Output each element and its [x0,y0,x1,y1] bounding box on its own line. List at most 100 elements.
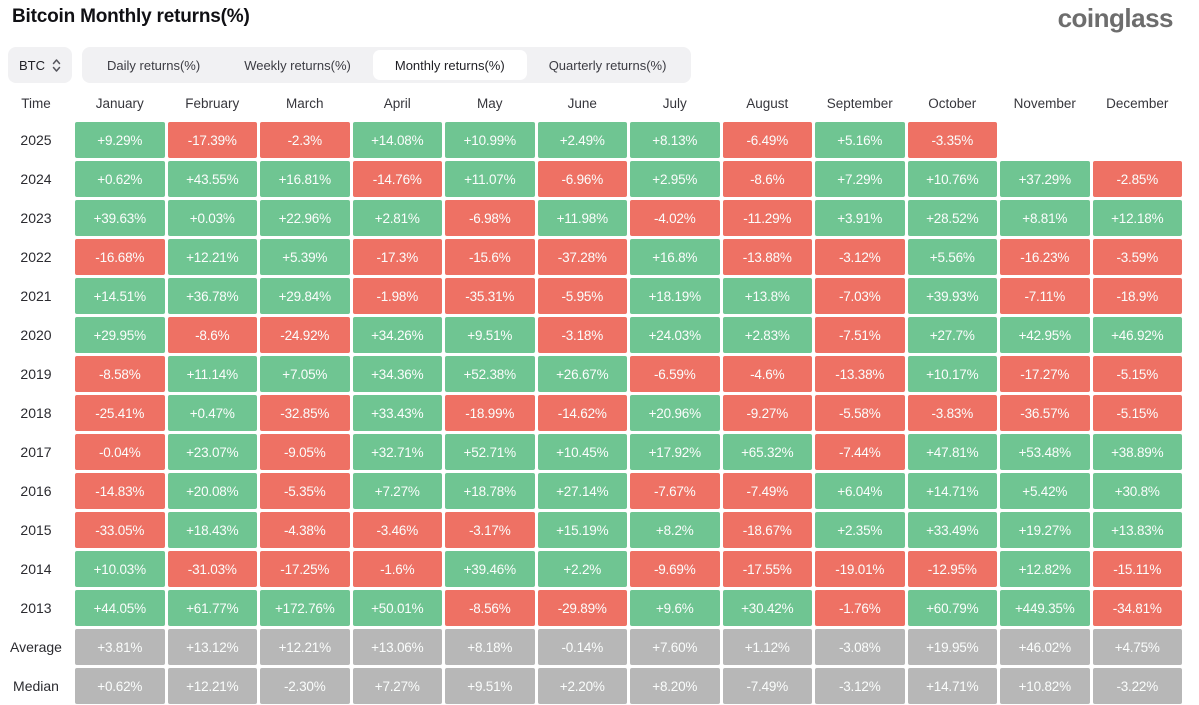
return-cell-2014-june: +2.2% [537,551,627,587]
tab-quarterly-returns[interactable]: Quarterly returns(%) [527,50,689,80]
table-header-row: Time January February March April May Ju… [0,91,1199,117]
column-header-august: August [746,96,789,111]
return-cell-2020-february: -8.6% [167,317,257,353]
return-cell-2014-may: +39.46% [445,551,535,587]
return-cell-2021-may: -35.31% [445,278,535,314]
return-cell-2020-august: +2.83% [722,317,812,353]
coin-selector[interactable]: BTC [8,47,72,83]
row-label-2018: 2018 [20,405,52,421]
return-cell-median-may: +9.51% [445,668,535,704]
return-cell-median-july: +8.20% [630,668,720,704]
return-cell-2024-february: +43.55% [167,161,257,197]
controls-bar: BTC Daily returns(%) Weekly returns(%) M… [8,47,1199,83]
return-cell-median-april: +7.27% [352,668,442,704]
return-cell-2016-september: +6.04% [815,473,905,509]
return-cell-2021-july: +18.19% [630,278,720,314]
tab-monthly-returns[interactable]: Monthly returns(%) [372,50,527,80]
return-cell-2025-march: -2.3% [260,122,350,158]
column-header-october: October [928,96,977,111]
return-cell-2024-january: +0.62% [75,161,165,197]
return-cell-2013-september: -1.76% [815,590,905,626]
return-cell-2022-december: -3.59% [1092,239,1182,275]
return-cell-2022-july: +16.8% [630,239,720,275]
return-cell-2014-july: -9.69% [630,551,720,587]
return-cell-2013-april: +50.01% [352,590,442,626]
return-cell-2018-february: +0.47% [167,395,257,431]
return-cell-median-june: +2.20% [537,668,627,704]
return-cell-2019-october: +10.17% [907,356,997,392]
row-label-2020: 2020 [20,327,52,343]
monthly-returns-table: 2025 +9.29% -17.39% -2.3% +14.08% +10.99% +2.4… [0,122,1199,704]
return-cell-2017-november: +53.48% [1000,434,1090,470]
return-cell-median-january: +0.62% [75,668,165,704]
row-label-2025: 2025 [20,132,52,148]
return-cell-average-september: -3.08% [815,629,905,665]
column-header-february: February [185,96,240,111]
return-cell-2024-september: +7.29% [815,161,905,197]
row-label-2021: 2021 [20,288,52,304]
return-cell-2016-november: +5.42% [1000,473,1090,509]
return-cell-2019-february: +11.14% [167,356,257,392]
row-label-average: Average [10,639,62,655]
returns-tab-group: Daily returns(%) Weekly returns(%) Month… [82,47,692,83]
return-cell-2017-october: +47.81% [907,434,997,470]
return-cell-2021-august: +13.8% [722,278,812,314]
return-cell-2017-december: +38.89% [1092,434,1182,470]
return-cell-2016-october: +14.71% [907,473,997,509]
return-cell-2022-october: +5.56% [907,239,997,275]
return-cell-2022-february: +12.21% [167,239,257,275]
return-cell-2020-october: +27.7% [907,317,997,353]
column-header-april: April [383,96,411,111]
return-cell-2015-april: -3.46% [352,512,442,548]
return-cell-2019-september: -13.38% [815,356,905,392]
return-cell-2025-february: -17.39% [167,122,257,158]
return-cell-2014-december: -15.11% [1092,551,1182,587]
return-cell-2021-november: -7.11% [1000,278,1090,314]
column-header-january: January [95,96,144,111]
return-cell-median-november: +10.82% [1000,668,1090,704]
return-cell-2015-january: -33.05% [75,512,165,548]
return-cell-average-february: +13.12% [167,629,257,665]
row-label-2023: 2023 [20,210,52,226]
return-cell-2022-january: -16.68% [75,239,165,275]
return-cell-2023-june: +11.98% [537,200,627,236]
return-cell-2021-june: -5.95% [537,278,627,314]
return-cell-2013-march: +172.76% [260,590,350,626]
return-cell-median-august: -7.49% [722,668,812,704]
return-cell-2023-april: +2.81% [352,200,442,236]
row-label-2022: 2022 [20,249,52,265]
return-cell-2014-october: -12.95% [907,551,997,587]
return-cell-2023-december: +12.18% [1092,200,1182,236]
tab-daily-returns[interactable]: Daily returns(%) [85,50,222,80]
return-cell-2018-october: -3.83% [907,395,997,431]
return-cell-2020-may: +9.51% [445,317,535,353]
return-cell-2014-february: -31.03% [167,551,257,587]
return-cell-2025-august: -6.49% [722,122,812,158]
return-cell-2016-june: +27.14% [537,473,627,509]
column-header-may: May [476,96,503,111]
return-cell-2015-march: -4.38% [260,512,350,548]
return-cell-2021-september: -7.03% [815,278,905,314]
return-cell-2024-august: -8.6% [722,161,812,197]
return-cell-2019-march: +7.05% [260,356,350,392]
return-cell-2015-october: +33.49% [907,512,997,548]
return-cell-2013-february: +61.77% [167,590,257,626]
return-cell-2013-november: +449.35% [1000,590,1090,626]
tab-weekly-returns[interactable]: Weekly returns(%) [222,50,373,80]
return-cell-2017-august: +65.32% [722,434,812,470]
sort-arrows-icon [52,58,61,73]
row-label-2017: 2017 [20,444,52,460]
return-cell-2025-january: +9.29% [75,122,165,158]
return-cell-2023-february: +0.03% [167,200,257,236]
row-label-2013: 2013 [20,600,52,616]
row-label-2019: 2019 [20,366,52,382]
return-cell-2023-may: -6.98% [445,200,535,236]
return-cell-2015-february: +18.43% [167,512,257,548]
return-cell-2019-july: -6.59% [630,356,720,392]
return-cell-2024-june: -6.96% [537,161,627,197]
column-header-december: December [1106,96,1169,111]
return-cell-2016-january: -14.83% [75,473,165,509]
coin-selector-value: BTC [19,57,45,73]
page-title: Bitcoin Monthly returns(%) [12,6,250,27]
return-cell-2021-january: +14.51% [75,278,165,314]
